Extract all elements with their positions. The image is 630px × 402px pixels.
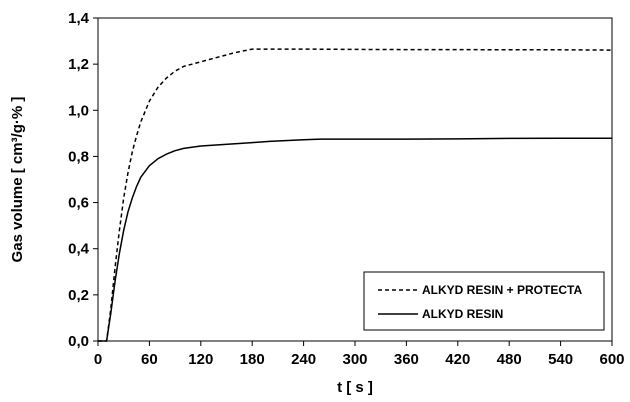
x-axis-label: t [ s ] bbox=[337, 379, 373, 396]
legend-box bbox=[363, 271, 605, 331]
legend: ALKYD RESIN + PROTECTA ALKYD RESIN bbox=[363, 271, 605, 331]
y-tick-label: 1,2 bbox=[68, 56, 89, 73]
x-tick-label: 360 bbox=[394, 351, 419, 368]
y-tick-label: 1,4 bbox=[68, 10, 90, 27]
y-tick-label: 1,0 bbox=[68, 102, 89, 119]
x-tick-label: 0 bbox=[94, 351, 102, 368]
y-axis-ticks: 0,0 0,2 0,4 0,6 0,8 1,0 1,2 1,4 bbox=[68, 10, 98, 350]
legend-label-0: ALKYD RESIN + PROTECTA bbox=[422, 283, 582, 297]
x-axis-ticks: 0 60 120 180 240 300 360 420 480 540 600 bbox=[94, 341, 625, 368]
x-tick-label: 540 bbox=[548, 351, 573, 368]
x-tick-label: 180 bbox=[240, 351, 265, 368]
x-tick-label: 60 bbox=[141, 351, 158, 368]
x-tick-label: 120 bbox=[188, 351, 213, 368]
y-tick-label: 0,2 bbox=[68, 287, 89, 304]
legend-label-1: ALKYD RESIN bbox=[422, 307, 503, 321]
series-line-1 bbox=[98, 137, 612, 342]
y-tick-label: 0,0 bbox=[68, 333, 89, 350]
series-layer bbox=[98, 48, 613, 342]
y-tick-label: 0,6 bbox=[68, 195, 89, 212]
x-tick-label: 300 bbox=[342, 351, 367, 368]
x-tick-label: 600 bbox=[599, 351, 624, 368]
y-tick-label: 0,4 bbox=[68, 241, 90, 258]
x-tick-label: 480 bbox=[497, 351, 522, 368]
x-tick-label: 240 bbox=[291, 351, 316, 368]
y-tick-label: 0,8 bbox=[68, 148, 89, 165]
y-axis-label: Gas volume [ cm³/g·% ] bbox=[9, 97, 26, 263]
x-tick-label: 420 bbox=[445, 351, 470, 368]
